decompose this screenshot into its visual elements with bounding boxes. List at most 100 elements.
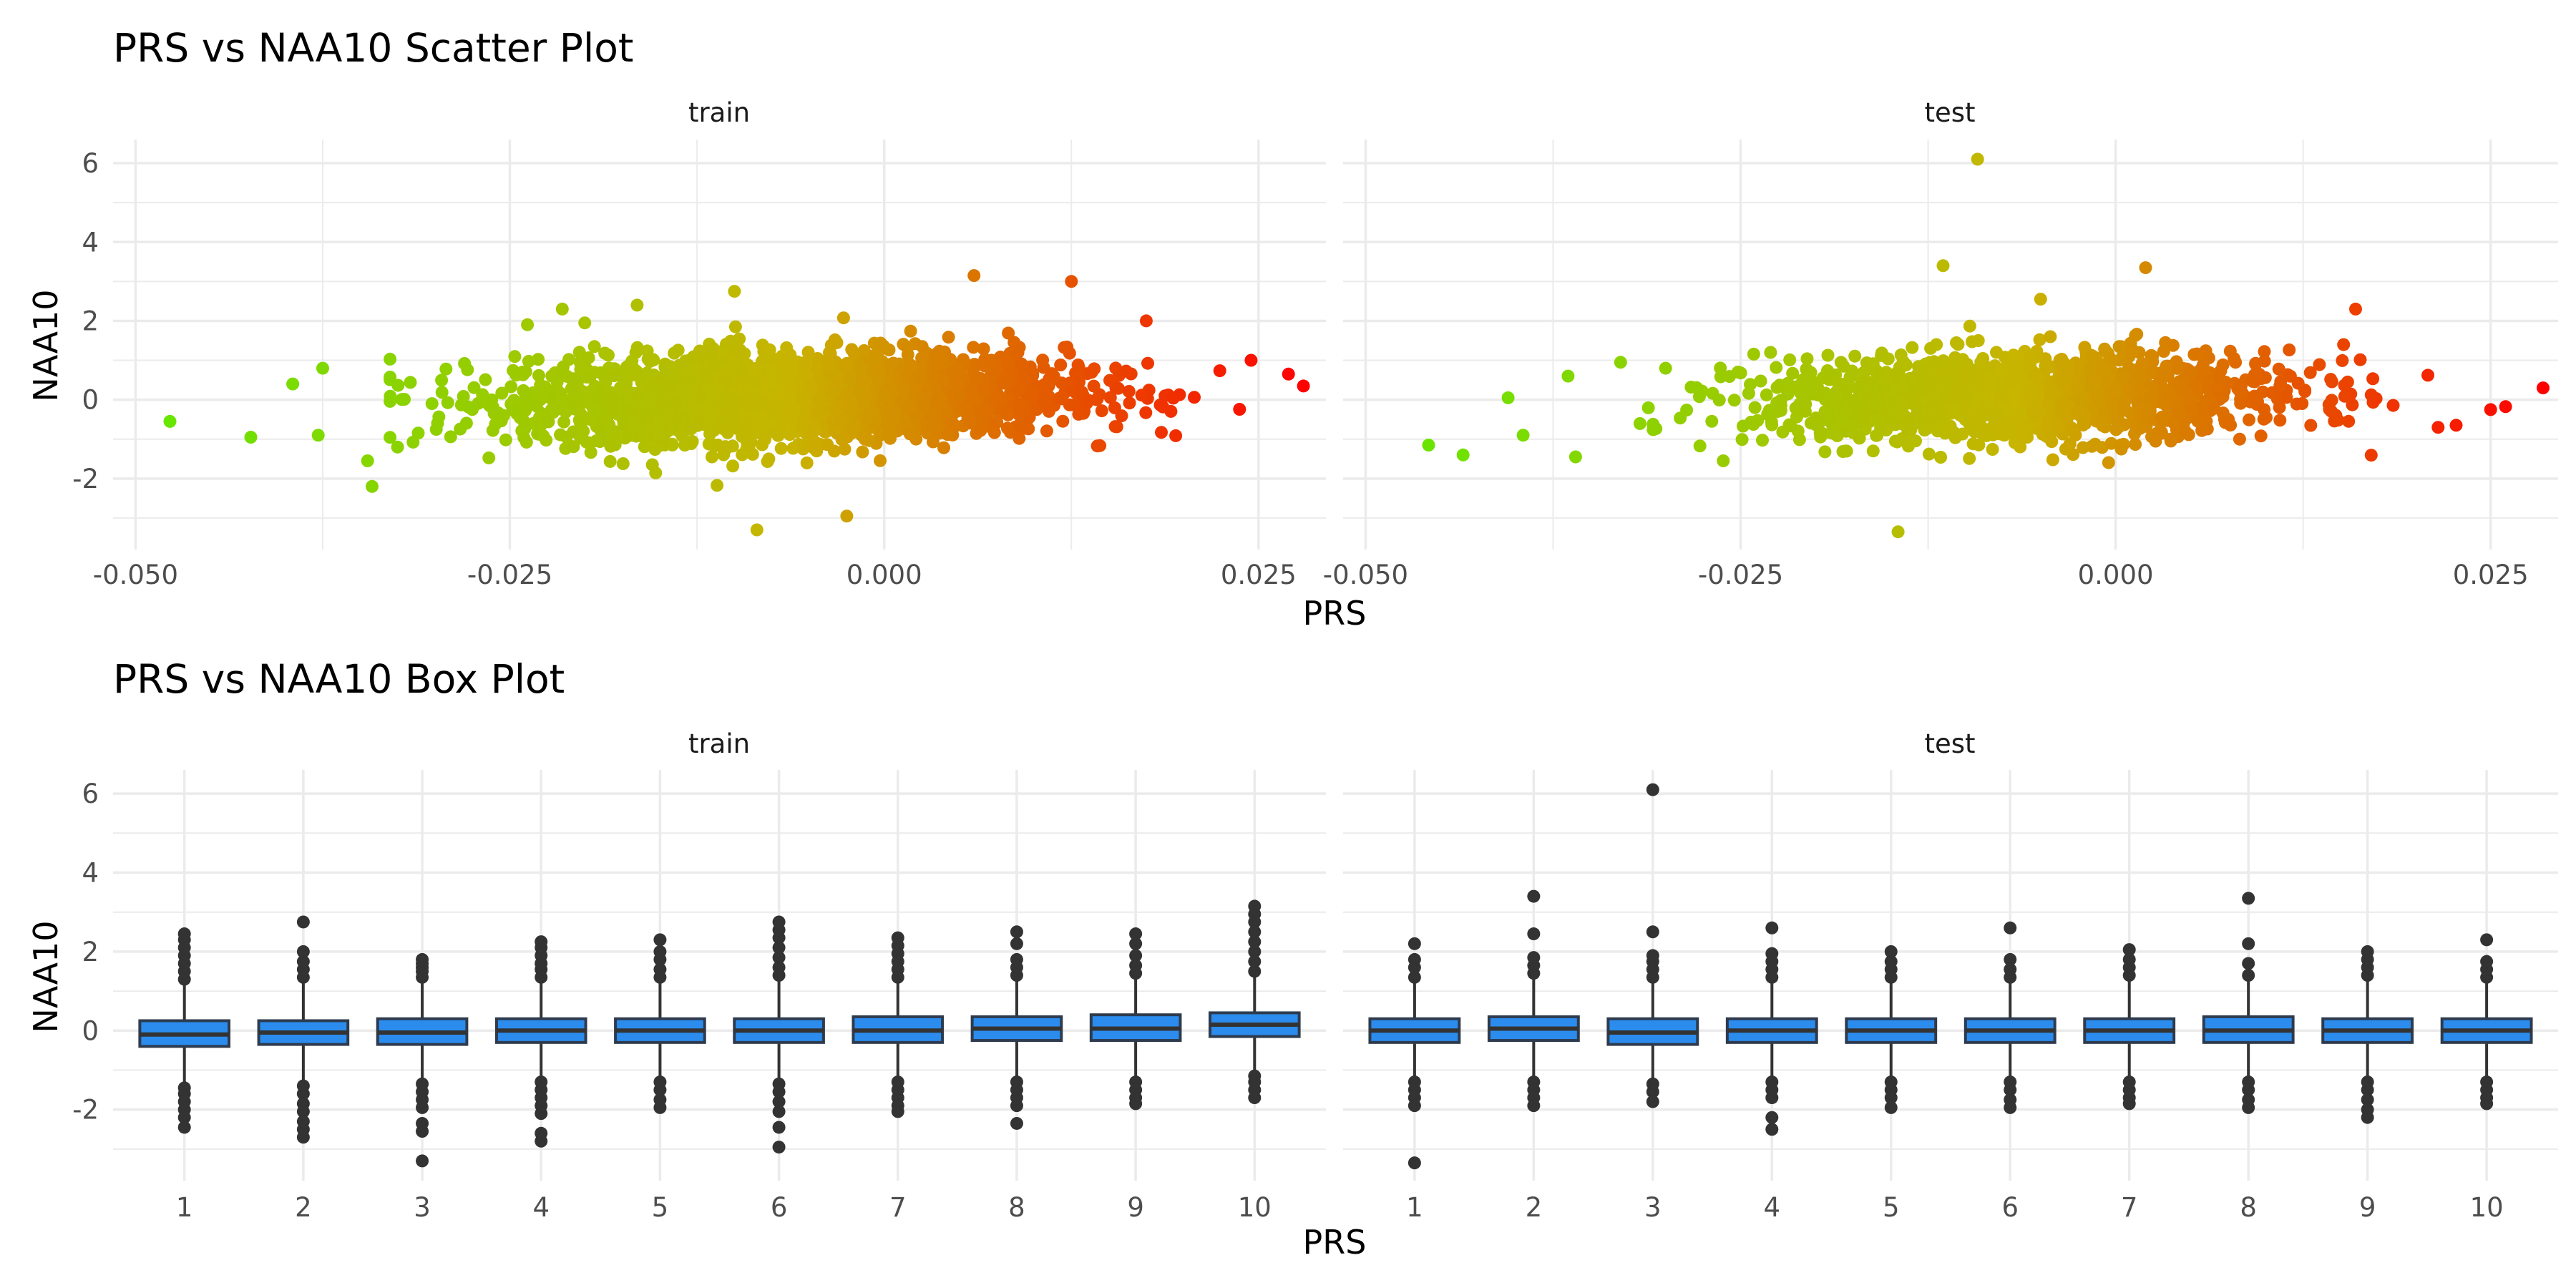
scatter-point bbox=[718, 371, 732, 384]
box-outlier bbox=[1129, 927, 1143, 941]
scatter-point bbox=[1166, 391, 1180, 405]
scatter-point bbox=[2185, 402, 2199, 416]
scatter-point bbox=[703, 382, 716, 396]
box-outlier bbox=[1527, 951, 1541, 965]
scatter-point bbox=[557, 415, 571, 429]
scatter-point bbox=[1004, 426, 1017, 439]
scatter-point bbox=[2258, 345, 2271, 358]
box-outlier bbox=[2242, 1083, 2255, 1097]
scatter-point bbox=[812, 394, 826, 407]
scatter-point bbox=[702, 401, 716, 415]
box-outlier bbox=[1407, 1099, 1421, 1113]
box-panel-train: 1 2 3 4 5 6 7 8 9 10 -2 0 2 4 6 bbox=[72, 770, 1326, 1223]
box-outlier bbox=[2480, 933, 2494, 947]
scatter-point bbox=[1025, 384, 1038, 398]
scatter-point bbox=[1799, 398, 1813, 411]
scatter-point bbox=[1095, 404, 1108, 418]
scatter-point bbox=[1878, 381, 1891, 394]
x-tick-label: 5 bbox=[652, 1192, 669, 1223]
scatter-point bbox=[834, 379, 847, 392]
scatter-point bbox=[821, 438, 834, 452]
scatter-point bbox=[582, 351, 595, 364]
scatter-point bbox=[2338, 389, 2351, 403]
scatter-point bbox=[2095, 416, 2109, 429]
scatter-point bbox=[853, 362, 867, 376]
scatter-point bbox=[425, 397, 439, 411]
scatter-point bbox=[1014, 421, 1028, 434]
scatter-point bbox=[2085, 348, 2099, 362]
scatter-point bbox=[391, 379, 405, 392]
scatter-point bbox=[998, 376, 1012, 390]
scatter-point bbox=[698, 367, 711, 381]
scatter-point bbox=[1834, 356, 1848, 369]
scatter-point bbox=[638, 440, 651, 454]
box-outlier bbox=[2004, 921, 2017, 935]
scatter-point bbox=[990, 416, 1004, 429]
box-outlier bbox=[1884, 1101, 1898, 1114]
x-tick-label: 0.000 bbox=[847, 560, 922, 590]
scatter-point bbox=[1987, 407, 2001, 421]
box-outlier bbox=[891, 931, 904, 945]
scatter-point bbox=[723, 403, 736, 416]
scatter-point bbox=[1456, 448, 1470, 462]
box-outlier bbox=[772, 1095, 786, 1108]
scatter-point bbox=[1924, 341, 1938, 355]
scatter-point bbox=[957, 353, 970, 366]
box-outlier bbox=[535, 1107, 548, 1121]
scatter-point bbox=[726, 459, 740, 473]
scatter-point bbox=[847, 347, 861, 361]
scatter-point bbox=[1918, 424, 1931, 437]
x-tick-label: 10 bbox=[2470, 1192, 2504, 1223]
scatter-point bbox=[877, 339, 890, 353]
scatter-point bbox=[834, 414, 847, 428]
scatter-point bbox=[507, 364, 520, 377]
scatter-point bbox=[751, 421, 764, 434]
box-outlier bbox=[1248, 899, 1262, 913]
box-outlier bbox=[416, 1125, 429, 1138]
scatter-point bbox=[628, 420, 641, 434]
box-outlier bbox=[772, 915, 786, 929]
scatter-point bbox=[521, 318, 535, 331]
scatter-point bbox=[2057, 356, 2070, 369]
scatter-point bbox=[1073, 375, 1086, 389]
scatter-point bbox=[1770, 361, 1783, 374]
scatter-point bbox=[2009, 398, 2022, 411]
scatter-point bbox=[2139, 261, 2152, 275]
scatter-point bbox=[1852, 381, 1865, 395]
box-outlier bbox=[2122, 943, 2136, 957]
scatter-point bbox=[1012, 401, 1025, 414]
scatter-point bbox=[767, 396, 781, 409]
scatter-point bbox=[2170, 361, 2184, 375]
scatter-point bbox=[707, 360, 721, 374]
scatter-point bbox=[1987, 418, 2001, 431]
scatter-point bbox=[519, 365, 532, 379]
scatter-point bbox=[684, 422, 698, 436]
scatter-point bbox=[1953, 379, 1966, 393]
scatter-point bbox=[2098, 342, 2112, 356]
scatter-point bbox=[2133, 371, 2147, 384]
scatter-point bbox=[1943, 419, 1957, 433]
scatter-point bbox=[311, 429, 325, 442]
scatter-point bbox=[840, 509, 854, 523]
scatter-point bbox=[884, 379, 897, 393]
scatter-point bbox=[2304, 419, 2318, 432]
scatter-point bbox=[1297, 379, 1310, 393]
scatter-point bbox=[1614, 356, 1627, 369]
scatter-point bbox=[1002, 326, 1015, 340]
scatter-point bbox=[2008, 436, 2021, 449]
box-outlier bbox=[2242, 1101, 2255, 1114]
scatter-point bbox=[2190, 347, 2204, 361]
scatter-point bbox=[632, 389, 645, 403]
box-outlier bbox=[772, 1141, 786, 1154]
scatter-point bbox=[1693, 439, 1707, 453]
scatter-point bbox=[2062, 399, 2075, 413]
scatter-point bbox=[2140, 406, 2153, 419]
scatter-point bbox=[559, 405, 572, 419]
scatter-point bbox=[1561, 369, 1575, 383]
y-tick-label: 0 bbox=[82, 385, 99, 416]
box-outlier bbox=[416, 1154, 429, 1168]
scatter-point bbox=[1982, 372, 1996, 386]
scatter-point bbox=[404, 376, 417, 389]
scatter-point bbox=[1783, 353, 1797, 366]
scatter-point bbox=[665, 369, 678, 382]
